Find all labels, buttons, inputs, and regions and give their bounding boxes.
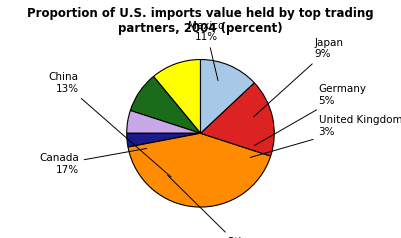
Wedge shape — [127, 110, 200, 133]
Wedge shape — [127, 133, 200, 147]
Text: Mexico
11%: Mexico 11% — [188, 21, 225, 81]
Wedge shape — [128, 133, 271, 207]
Wedge shape — [130, 76, 200, 133]
Wedge shape — [200, 60, 254, 133]
Text: Germany
5%: Germany 5% — [254, 84, 367, 146]
Text: Canada
17%: Canada 17% — [39, 149, 147, 175]
Text: Other
42%: Other 42% — [168, 175, 256, 238]
Text: United Kingdom
3%: United Kingdom 3% — [250, 115, 401, 158]
Text: Proportion of U.S. imports value held by top trading
partners, 2004 (percent): Proportion of U.S. imports value held by… — [27, 7, 374, 35]
Wedge shape — [154, 60, 200, 133]
Wedge shape — [200, 83, 274, 156]
Text: Japan
9%: Japan 9% — [253, 38, 344, 117]
Text: China
13%: China 13% — [49, 72, 171, 177]
